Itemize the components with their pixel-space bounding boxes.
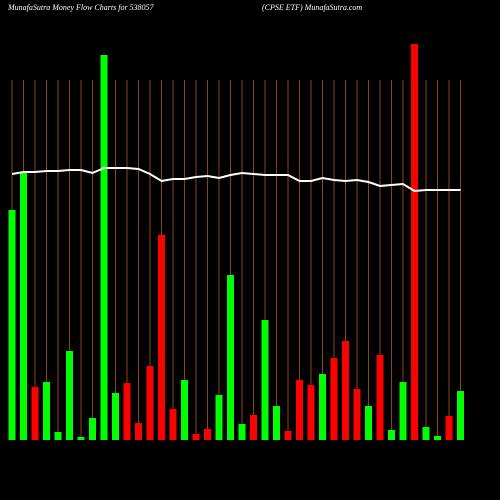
bar (123, 383, 131, 440)
bar (43, 382, 50, 440)
bar (77, 437, 85, 440)
bar (158, 235, 165, 440)
bar (31, 387, 39, 440)
bar (422, 427, 430, 440)
chart-subtitle: (CPSE ETF) MunafaSutra.com (262, 3, 362, 12)
bar (319, 374, 326, 440)
bar (365, 406, 372, 440)
bar (273, 406, 280, 440)
chart-title: MunafaSutra Money Flow Charts for 538057 (7, 3, 155, 12)
bar (89, 418, 96, 440)
bar (353, 389, 361, 440)
bar (8, 210, 16, 440)
bar (227, 275, 234, 440)
bar (135, 423, 142, 440)
bar (112, 393, 119, 440)
bar (146, 366, 154, 440)
bar (204, 429, 211, 440)
bar (330, 358, 338, 440)
bar (100, 55, 108, 440)
bar (411, 44, 418, 440)
bar (434, 436, 441, 440)
bar (296, 380, 303, 440)
bar (181, 380, 188, 440)
bar (399, 382, 407, 440)
bar (445, 416, 453, 440)
bar (284, 431, 292, 440)
line (11, 167, 461, 193)
bar (261, 320, 269, 440)
bar (238, 424, 246, 440)
bar (388, 430, 395, 440)
bar (192, 434, 200, 440)
bar (54, 432, 62, 440)
bar (342, 341, 349, 440)
bar (215, 395, 223, 440)
bar (376, 355, 384, 440)
bar (66, 351, 73, 440)
bar (250, 415, 257, 440)
bar (20, 172, 27, 440)
bar (169, 409, 177, 440)
bar (457, 391, 464, 440)
bar (307, 385, 315, 440)
